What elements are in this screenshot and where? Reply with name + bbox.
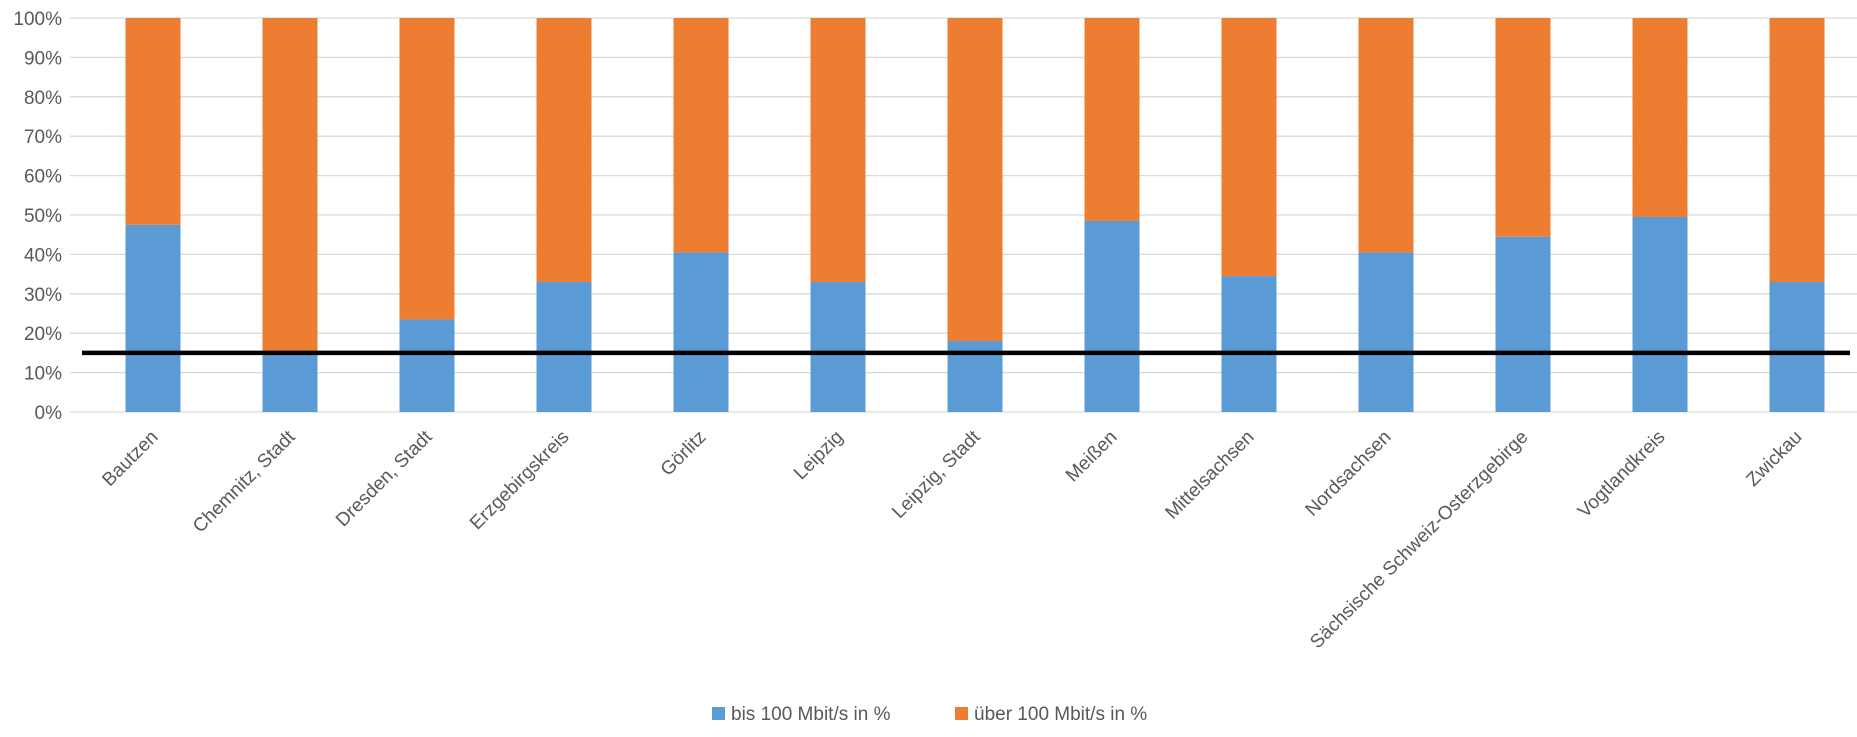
bar-segment-bis-100 bbox=[1221, 276, 1277, 412]
bar-segment-bis-100 bbox=[673, 252, 729, 412]
y-tick-label: 0% bbox=[35, 403, 63, 424]
bar-segment-ueber-100 bbox=[1632, 18, 1688, 217]
bar-segment-ueber-100 bbox=[1358, 18, 1414, 253]
x-tick-label: Leipzig, Stadt bbox=[888, 426, 985, 523]
bar-segment-bis-100 bbox=[399, 319, 455, 412]
bar-segment-ueber-100 bbox=[810, 18, 866, 282]
bar-segment-ueber-100 bbox=[399, 18, 455, 320]
bar-segment-bis-100 bbox=[1358, 252, 1414, 412]
x-tick-label: Chemnitz, Stadt bbox=[189, 426, 300, 537]
bar-segment-bis-100 bbox=[1084, 220, 1140, 412]
y-tick-label: 70% bbox=[24, 127, 62, 148]
bar-segment-ueber-100 bbox=[536, 18, 592, 282]
x-tick-label: Meißen bbox=[1062, 427, 1122, 487]
x-tick-label: Bautzen bbox=[98, 427, 162, 491]
bar-segment-bis-100 bbox=[125, 224, 181, 412]
bar-segment-bis-100 bbox=[1632, 216, 1688, 412]
x-tick-label: Erzgebirgskreis bbox=[466, 427, 573, 534]
x-tick-label: Sächsische Schweiz-Osterzgebirge bbox=[1306, 427, 1532, 653]
bar-segment-bis-100 bbox=[810, 281, 866, 412]
bar-segment-ueber-100 bbox=[1769, 18, 1825, 282]
bar-segment-bis-100 bbox=[1769, 281, 1825, 412]
y-tick-label: 10% bbox=[24, 364, 62, 385]
bar-segment-ueber-100 bbox=[673, 18, 729, 253]
bar-segment-ueber-100 bbox=[125, 18, 181, 225]
x-tick-label: Leipzig bbox=[790, 427, 847, 484]
y-axis-tick-labels: 0% 10% 20% 30% 40% 50% 60% 70% 80% 90% 100% bbox=[13, 9, 62, 424]
legend-swatch bbox=[712, 707, 725, 720]
legend-entry-label: über 100 Mbit/s in % bbox=[974, 704, 1147, 725]
y-tick-label: 100% bbox=[13, 9, 62, 30]
x-tick-label: Görlitz bbox=[657, 427, 711, 481]
legend-entry-label: bis 100 Mbit/s in % bbox=[731, 704, 891, 725]
legend-swatch bbox=[955, 707, 968, 720]
bar-segment-ueber-100 bbox=[262, 18, 318, 351]
y-tick-label: 30% bbox=[24, 285, 62, 306]
y-tick-label: 40% bbox=[24, 245, 62, 266]
bar-segment-ueber-100 bbox=[1221, 18, 1277, 277]
x-tick-label: Nordsachsen bbox=[1302, 427, 1396, 521]
y-tick-label: 20% bbox=[24, 324, 62, 345]
x-tick-label: Zwickau bbox=[1742, 427, 1806, 491]
x-tick-label: Vogtlandkreis bbox=[1574, 427, 1670, 523]
bar-segment-bis-100 bbox=[262, 350, 318, 412]
y-tick-label: 60% bbox=[24, 167, 62, 188]
bar-segment-bis-100 bbox=[536, 281, 592, 412]
y-tick-label: 90% bbox=[24, 48, 62, 69]
bar-segment-ueber-100 bbox=[1084, 18, 1140, 221]
y-tick-label: 80% bbox=[24, 88, 62, 109]
y-tick-label: 50% bbox=[24, 206, 62, 227]
bar-segment-ueber-100 bbox=[1495, 18, 1551, 237]
bars bbox=[125, 18, 1825, 412]
x-tick-label: Mittelsachsen bbox=[1162, 427, 1259, 524]
bar-segment-bis-100 bbox=[1495, 236, 1551, 412]
legend: bis 100 Mbit/s in % über 100 Mbit/s in % bbox=[712, 704, 1147, 725]
bar-segment-ueber-100 bbox=[947, 18, 1003, 342]
x-tick-label: Dresden, Stadt bbox=[332, 426, 437, 531]
x-axis-tick-labels: Bautzen Chemnitz, Stadt Dresden, Stadt Erzg… bbox=[98, 426, 1806, 653]
